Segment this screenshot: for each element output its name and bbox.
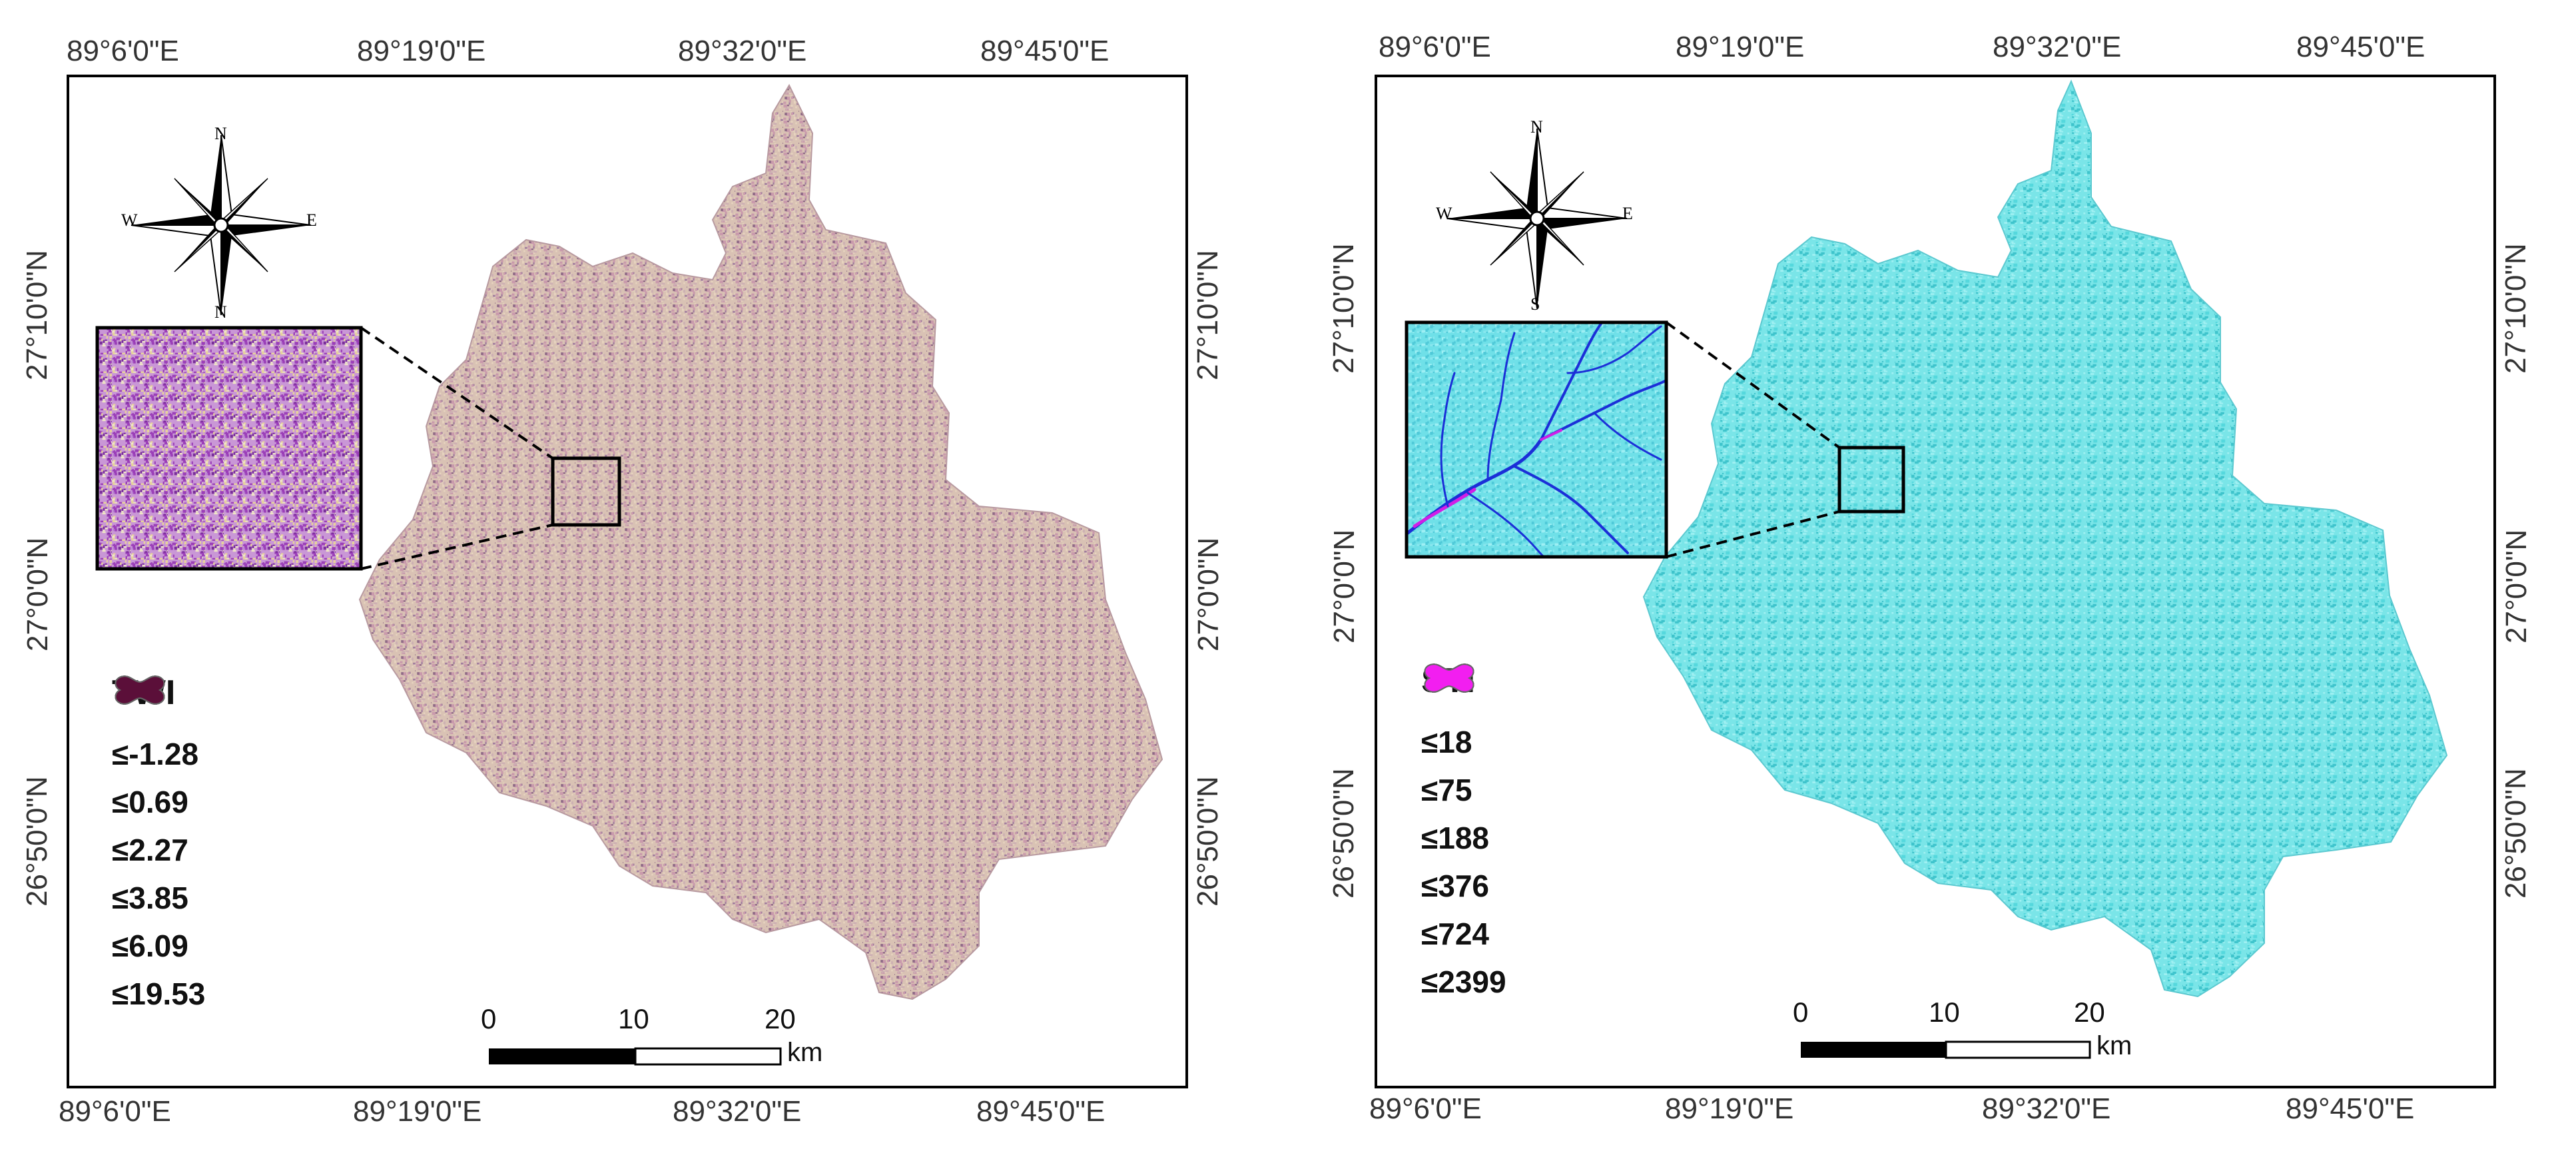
legend-label: ≤6.09: [112, 929, 188, 963]
compass-east-label: E: [306, 210, 317, 230]
scale-label: 10: [1929, 996, 1960, 1028]
top-tick-label: 89°19'0"E: [357, 35, 486, 67]
legend-list: ≤-1.28 ≤0.69 ≤2.27 ≤3.85 ≤6.09 ≤19.53: [112, 675, 206, 1018]
twi-map-panel: N N W E 89°6'0"E 89°19'0"E 89°32'0"E 89°…: [21, 35, 1225, 1128]
scale-label: 10: [618, 1003, 649, 1034]
twi-map-graphics: [95, 83, 1163, 1066]
compass-south-label: N: [214, 302, 227, 322]
sti-leader-line-top: [1665, 321, 1841, 449]
legend-item: ≤75: [1421, 663, 1506, 814]
compass-east-label: E: [1622, 204, 1633, 223]
scale-label: 0: [481, 1003, 497, 1034]
left-tick-label: 26°50'0"N: [21, 776, 53, 907]
right-tick-label: 26°50'0"N: [1191, 776, 1224, 907]
twi-inset-image: [97, 328, 361, 569]
legend-item: ≤6.09: [112, 675, 205, 970]
legend-label: ≤0.69: [112, 785, 188, 819]
scale-unit: km: [787, 1038, 823, 1067]
compass-north-label: N: [1530, 117, 1543, 137]
bottom-tick-label: 89°19'0"E: [353, 1095, 482, 1128]
legend-swatch-icon: [1424, 663, 1474, 693]
legend-label: ≤376: [1421, 869, 1489, 903]
north-arrow: [131, 135, 312, 316]
bottom-tick-label: 89°45'0"E: [2286, 1092, 2415, 1125]
legend-item: ≤-1.28: [112, 675, 205, 778]
left-tick-label: 27°10'0"N: [21, 250, 53, 380]
compass-west-label: W: [121, 210, 138, 230]
top-tick-label: 89°6'0"E: [67, 35, 179, 67]
legend-label: ≤2.27: [112, 833, 188, 867]
legend-label: ≤724: [1421, 917, 1489, 951]
legend-label: ≤-1.28: [112, 737, 199, 771]
right-tick-label: 26°50'0"N: [2499, 768, 2532, 899]
top-tick-label: 89°32'0"E: [1993, 31, 2122, 63]
legend-label: ≤18: [1421, 725, 1472, 759]
twi-leader-line-top: [360, 326, 554, 460]
sti-inset-image: [1407, 322, 1666, 557]
right-tick-label: 27°10'0"N: [2499, 243, 2532, 374]
sti-leader-line-bottom: [1666, 510, 1840, 558]
legend-label: ≤19.53: [112, 977, 206, 1011]
legend-swatch-icon: [115, 675, 165, 705]
right-tick-label: 27°0'0"N: [2500, 529, 2533, 643]
sti-study-area: [1642, 79, 2448, 998]
legend-item: ≤18: [1421, 663, 1506, 766]
scale-label: 20: [765, 1003, 796, 1034]
bottom-tick-label: 89°32'0"E: [673, 1095, 802, 1128]
scale-label: 20: [2074, 996, 2105, 1028]
twi-inset-frame: [95, 326, 363, 571]
scale-bar: [1801, 1040, 2091, 1059]
legend-list: ≤18 ≤75 ≤188 ≤376 ≤724 ≤2399: [1421, 663, 1506, 1006]
twi-leader-line-bottom: [360, 524, 553, 570]
legend-label: ≤75: [1421, 773, 1472, 807]
bottom-tick-label: 89°32'0"E: [1982, 1092, 2111, 1125]
legend-label: ≤188: [1421, 821, 1489, 855]
sti-inset-streams: [1407, 322, 1666, 557]
bottom-tick-label: 89°19'0"E: [1665, 1092, 1794, 1125]
legend-item: ≤376: [1421, 663, 1506, 910]
legend-item: ≤0.69: [112, 675, 205, 826]
right-tick-label: 27°0'0"N: [1192, 537, 1225, 651]
twi-zoom-region: [551, 456, 621, 527]
legend-item: ≤2399: [1421, 663, 1506, 1006]
left-tick-label: 27°0'0"N: [1328, 529, 1361, 643]
bottom-tick-label: 89°6'0"E: [1369, 1092, 1482, 1125]
sti-inset-frame: [1405, 320, 1668, 559]
twi-legend: TWI ≤-1.28≤0.69≤2.27≤3.85≤6.09≤19.53: [112, 673, 205, 1018]
top-tick-label: 89°19'0"E: [1676, 31, 1805, 63]
sti-zoom-region: [1837, 446, 1905, 514]
compass-west-label: W: [1436, 204, 1452, 223]
scale-bar: [489, 1047, 782, 1066]
twi-study-area: [358, 83, 1163, 1000]
sti-legend: STI ≤18≤75≤188≤376≤724≤2399: [1421, 661, 1506, 1006]
top-tick-label: 89°32'0"E: [678, 35, 807, 67]
north-arrow: [1447, 128, 1628, 309]
bottom-tick-label: 89°45'0"E: [976, 1095, 1106, 1128]
left-tick-label: 27°0'0"N: [21, 537, 54, 651]
legend-label: ≤2399: [1421, 965, 1506, 999]
left-tick-label: 26°50'0"N: [1327, 768, 1360, 899]
right-tick-label: 27°10'0"N: [1191, 250, 1224, 380]
sti-map-panel: N S W E 89°6'0"E 89°19'0"E 89°32'0"E 89°…: [1288, 0, 2576, 1175]
bottom-tick-label: 89°6'0"E: [59, 1095, 171, 1128]
legend-item: ≤188: [1421, 663, 1506, 862]
legend-item: ≤3.85: [112, 675, 205, 922]
top-tick-label: 89°45'0"E: [980, 35, 1110, 67]
legend-item: ≤19.53: [112, 675, 206, 1018]
scale-label: 0: [1793, 996, 1809, 1028]
left-tick-label: 27°10'0"N: [1327, 243, 1360, 374]
top-tick-label: 89°45'0"E: [2296, 31, 2425, 63]
scale-unit: km: [2096, 1031, 2132, 1060]
top-tick-label: 89°6'0"E: [1379, 31, 1491, 63]
sti-map-graphics: [1405, 79, 2448, 1059]
legend-item: ≤724: [1421, 663, 1506, 958]
compass-south-label: S: [1530, 294, 1540, 314]
compass-north-label: N: [214, 124, 227, 143]
legend-item: ≤2.27: [112, 675, 205, 874]
legend-label: ≤3.85: [112, 881, 188, 915]
